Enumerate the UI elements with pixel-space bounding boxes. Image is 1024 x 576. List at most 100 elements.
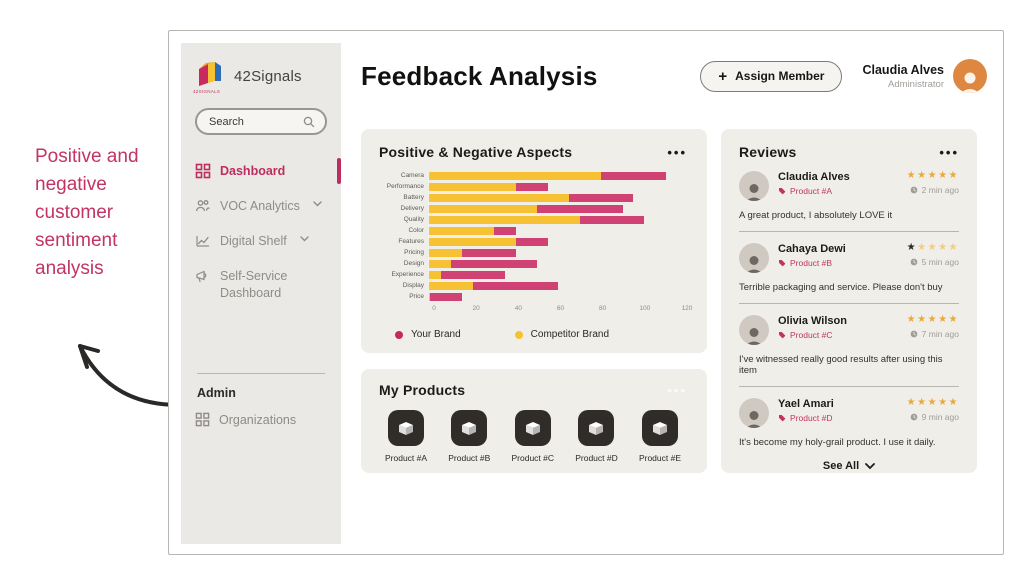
sidebar-item-dashboard[interactable]: Dashboard: [195, 154, 341, 189]
sidebar-item-label: Digital Shelf: [220, 234, 287, 248]
clock-icon: [910, 330, 917, 338]
star-icon: ★: [927, 397, 939, 408]
chart-category-label: Battery: [403, 194, 424, 201]
chart-bar-track: [429, 270, 687, 279]
chart-bar-segment: [430, 204, 538, 213]
product-item[interactable]: Product #D: [575, 410, 618, 463]
product-list: Product #A Product #B Product #C Product #D…: [379, 410, 687, 463]
see-all-button[interactable]: See All: [739, 460, 959, 472]
chart-bar-segment: [451, 259, 538, 268]
chart-bar-segment: [601, 171, 666, 180]
chart-category-label: Display: [402, 282, 424, 289]
main-header: Feedback Analysis + Assign Member Claudi…: [361, 59, 987, 93]
star-icon: ★: [917, 397, 928, 408]
chart-bar-track: [429, 182, 687, 191]
chart-row: Display: [379, 280, 687, 291]
chart-menu-icon[interactable]: •••: [667, 144, 687, 160]
review-product: Product #A: [778, 186, 850, 196]
products-card: My Products ••• Product #A Product #B Prod…: [361, 369, 707, 473]
chart-x-tick: 40: [514, 305, 522, 312]
product-item[interactable]: Product #E: [639, 410, 681, 463]
chart-row: Experience: [379, 269, 687, 280]
tag-icon: [779, 332, 786, 339]
star-icon: ★: [948, 314, 959, 325]
product-label: Product #A: [385, 453, 428, 463]
chart-category-label: Price: [409, 293, 424, 300]
divider: [739, 386, 959, 387]
search-placeholder: Search: [209, 115, 244, 128]
chart-bar-segment: [462, 248, 516, 257]
products-menu-icon[interactable]: •••: [667, 382, 687, 398]
product-item[interactable]: Product #C: [512, 410, 554, 463]
user-role: Administrator: [888, 78, 944, 90]
chart-bar-segment: [430, 226, 495, 235]
review-item: Yael Amari Product #D ★★★★★ 9 min ago It's b…: [739, 398, 959, 448]
chart-bar-segment: [430, 193, 570, 202]
star-rating: ★★★★★: [907, 171, 959, 181]
package-icon: [451, 410, 488, 446]
chart-bar-segment: [515, 182, 548, 191]
grid-icon: [195, 163, 211, 179]
tag-icon: [779, 188, 786, 195]
legend-item-competitor-brand: Competitor Brand: [514, 329, 609, 340]
star-icon: ★: [906, 170, 918, 181]
avatar[interactable]: [953, 59, 987, 93]
chart-card: Positive & Negative Aspects ••• Camera Pe…: [361, 129, 707, 353]
review-item: Cahaya Dewi Product #B ★★★★★ 5 min ago Terri…: [739, 243, 959, 304]
legend-label: Your Brand: [411, 329, 461, 340]
sidebar-item-digital-shelf[interactable]: Digital Shelf: [195, 224, 327, 259]
sidebar-item-label: VOC Analytics: [220, 199, 300, 213]
star-icon: ★: [938, 170, 949, 181]
see-all-label: See All: [822, 460, 860, 472]
product-item[interactable]: Product #A: [385, 410, 427, 463]
product-item[interactable]: Product #B: [448, 410, 490, 463]
review-text: I've witnessed really good results after…: [739, 354, 943, 376]
chart-x-tick: 0: [432, 305, 436, 312]
plus-icon: +: [718, 67, 728, 85]
star-icon: ★: [938, 314, 949, 325]
chart-title: Positive & Negative Aspects: [379, 144, 573, 160]
chart-bar-track: [429, 171, 687, 180]
avatar: [739, 315, 769, 345]
users-icon: [195, 200, 210, 212]
user-chip[interactable]: Claudia Alves Administrator: [862, 59, 987, 93]
avatar: [739, 398, 769, 428]
chart-row: Performance: [379, 181, 687, 192]
chart-category-label: Quality: [403, 216, 424, 223]
star-rating: ★★★★★: [907, 243, 959, 253]
chart-bar-track: [429, 248, 687, 257]
chart-bar-track: [429, 237, 687, 246]
star-icon: ★: [948, 397, 959, 408]
clock-icon: [910, 258, 917, 266]
chart-category-label: Pricing: [404, 249, 424, 256]
star-icon: ★: [938, 242, 949, 253]
assign-member-button[interactable]: + Assign Member: [700, 60, 843, 92]
product-label: Product #D: [575, 453, 618, 463]
chart-bar-segment: [430, 237, 516, 246]
review-time: 5 min ago: [907, 257, 959, 267]
chart-bar-track: [429, 193, 687, 202]
sidebar-item-self-service-dashboard[interactable]: Self-Service Dashboard: [195, 259, 323, 311]
chart-x-tick: 60: [556, 305, 565, 312]
star-icon: ★: [906, 242, 918, 253]
product-label: Product #E: [638, 453, 681, 463]
star-icon: ★: [938, 397, 949, 408]
sidebar-item-label: Organizations: [219, 412, 297, 427]
sidebar-nav: Dashboard VOC Analytics: [195, 154, 341, 311]
sidebar-item-organizations[interactable]: Organizations: [195, 412, 327, 427]
bar-chart: Camera Performance Battery Delivery Quality C…: [379, 170, 687, 302]
legend-dot: [514, 330, 523, 339]
admin-section: Admin Organizations: [195, 373, 327, 427]
page-title: Feedback Analysis: [361, 60, 598, 91]
sidebar-item-voc-analytics[interactable]: VOC Analytics: [195, 189, 327, 224]
main-area: Feedback Analysis + Assign Member Claudi…: [341, 31, 1003, 554]
chart-bar-segment: [515, 237, 548, 246]
admin-section-title: Admin: [197, 386, 236, 400]
user-name: Claudia Alves: [862, 62, 944, 77]
star-icon: ★: [917, 314, 928, 325]
search-input[interactable]: Search: [195, 108, 327, 135]
reviews-menu-icon[interactable]: •••: [939, 144, 959, 160]
chart-bar-segment: [430, 171, 602, 180]
legend-dot: [395, 330, 403, 339]
chart-bar-segment: [430, 215, 580, 224]
